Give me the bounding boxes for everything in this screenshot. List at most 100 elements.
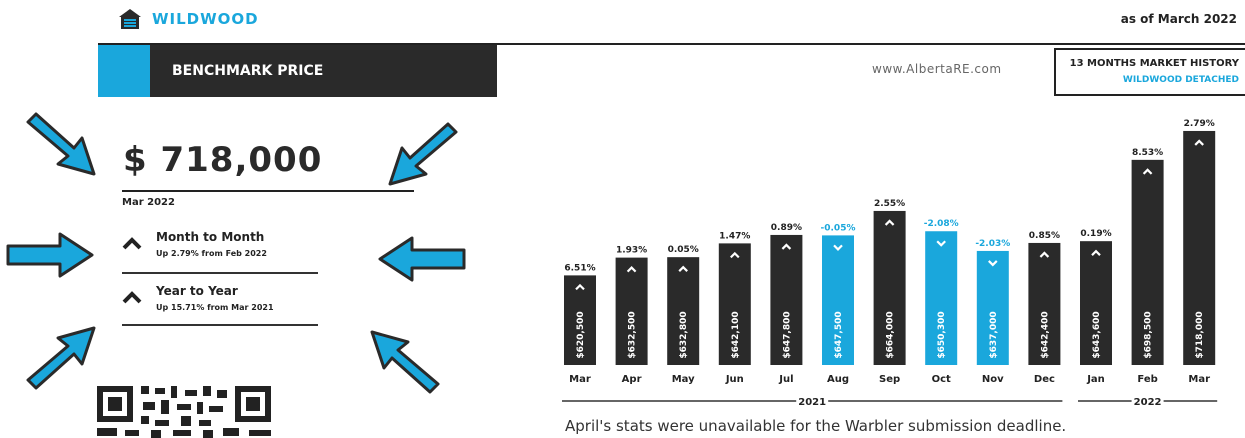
change-label: -0.05% bbox=[821, 223, 856, 233]
change-label: 6.51% bbox=[564, 263, 595, 273]
value-label: $642,400 bbox=[1040, 311, 1050, 358]
change-label: 0.19% bbox=[1080, 229, 1111, 239]
value-label: $718,000 bbox=[1195, 311, 1205, 358]
chart-bar bbox=[615, 257, 648, 365]
chevron-down-icon bbox=[988, 260, 998, 267]
chart-bar bbox=[925, 231, 958, 365]
arrow-icon bbox=[378, 236, 466, 282]
chart-bar bbox=[976, 250, 1009, 365]
chevron-up-icon bbox=[781, 243, 792, 250]
section-title: BENCHMARK PRICE bbox=[150, 45, 497, 97]
chevron-up-icon bbox=[1142, 168, 1153, 175]
value-label: $647,500 bbox=[834, 311, 844, 358]
year-group-label: 2022 bbox=[1134, 397, 1162, 408]
x-tick-label: Jun bbox=[725, 374, 744, 385]
value-label: $637,000 bbox=[989, 311, 999, 358]
month-to-month-detail: Up 2.79% from Feb 2022 bbox=[156, 249, 267, 258]
chevron-up-icon bbox=[884, 219, 895, 226]
chart-bar bbox=[718, 243, 751, 365]
year-to-year-detail: Up 15.71% from Mar 2021 bbox=[156, 303, 274, 312]
benchmark-price: $ 718,000 bbox=[123, 140, 323, 180]
chevron-up-icon bbox=[122, 291, 142, 304]
footnote: April's stats were unavailable for the W… bbox=[565, 417, 1067, 435]
chevron-up-icon bbox=[678, 265, 688, 272]
change-label: 0.05% bbox=[668, 245, 699, 255]
market-history-box: 13 MONTHS MARKET HISTORY WILDWOOD DETACH… bbox=[1054, 48, 1245, 96]
market-history-subtitle: WILDWOOD DETACHED bbox=[1122, 75, 1239, 85]
arrow-icon bbox=[6, 232, 94, 278]
chart-bar bbox=[770, 234, 803, 365]
change-label: 0.89% bbox=[771, 223, 802, 233]
change-label: 0.85% bbox=[1029, 231, 1060, 241]
as-of-date: as of March 2022 bbox=[1120, 12, 1237, 26]
chart-bar bbox=[873, 210, 906, 365]
x-tick-label: Mar bbox=[1188, 374, 1210, 385]
x-tick-label: Sep bbox=[879, 374, 900, 385]
change-label: 2.79% bbox=[1184, 119, 1215, 129]
chart-bar bbox=[1131, 159, 1164, 365]
chevron-down-icon bbox=[936, 240, 946, 247]
value-label: $632,800 bbox=[679, 311, 689, 358]
chevron-up-icon bbox=[626, 266, 637, 273]
brand-name: WILDWOOD bbox=[152, 10, 259, 28]
arrow-icon bbox=[26, 112, 96, 176]
x-tick-label: Jan bbox=[1086, 374, 1105, 385]
value-label: $650,300 bbox=[937, 311, 947, 358]
x-tick-label: Aug bbox=[827, 374, 849, 385]
change-label: 2.55% bbox=[874, 199, 905, 209]
chart-bar bbox=[1080, 241, 1112, 365]
chart-bar bbox=[1183, 130, 1216, 365]
chevron-up-icon bbox=[1194, 139, 1204, 146]
brand: WILDWOOD bbox=[118, 8, 259, 30]
chevron-up-icon bbox=[122, 237, 142, 250]
arrow-icon bbox=[388, 122, 458, 186]
qr-code-icon[interactable] bbox=[95, 382, 275, 438]
chart-bar bbox=[1028, 242, 1061, 365]
arrow-icon bbox=[370, 330, 440, 394]
stat-divider bbox=[122, 272, 318, 274]
price-divider bbox=[122, 190, 414, 192]
chevron-up-icon bbox=[1039, 251, 1050, 258]
website-link[interactable]: www.AlbertaRE.com bbox=[872, 62, 1002, 76]
chevron-up-icon bbox=[1091, 249, 1101, 256]
change-label: -2.03% bbox=[975, 239, 1010, 249]
x-tick-label: Oct bbox=[932, 374, 951, 385]
x-tick-label: Nov bbox=[982, 374, 1004, 385]
change-label: 1.47% bbox=[719, 231, 750, 241]
value-label: $698,500 bbox=[1144, 311, 1154, 358]
year-to-year-title: Year to Year bbox=[156, 284, 238, 298]
x-tick-label: Apr bbox=[622, 374, 642, 385]
chart-bar bbox=[564, 275, 596, 365]
change-label: -2.08% bbox=[924, 219, 959, 229]
chevron-up-icon bbox=[575, 283, 585, 291]
x-tick-label: Jul bbox=[778, 374, 793, 385]
x-tick-label: Feb bbox=[1137, 374, 1157, 385]
header-accent bbox=[98, 45, 150, 97]
value-label: $647,800 bbox=[782, 311, 792, 358]
chart-bar bbox=[822, 235, 854, 365]
x-tick-label: Mar bbox=[569, 374, 591, 385]
month-to-month-stat: Month to Month Up 2.79% from Feb 2022 bbox=[122, 230, 267, 258]
change-label: 1.93% bbox=[616, 246, 647, 256]
market-history-title: 13 MONTHS MARKET HISTORY bbox=[1069, 58, 1239, 69]
chevron-down-icon bbox=[833, 244, 843, 251]
value-label: $643,600 bbox=[1092, 311, 1102, 358]
value-label: $632,500 bbox=[628, 311, 638, 358]
market-history-chart: 6.51% $620,500 Mar 1.93% $632,500 Apr 0.05% $63… bbox=[562, 119, 1218, 408]
arrow-icon bbox=[26, 326, 96, 390]
price-date: Mar 2022 bbox=[122, 197, 175, 208]
value-label: $620,500 bbox=[576, 311, 586, 358]
value-label: $642,100 bbox=[731, 311, 741, 358]
change-label: 8.53% bbox=[1132, 148, 1163, 158]
chart-bar bbox=[667, 257, 700, 365]
month-to-month-title: Month to Month bbox=[156, 230, 265, 244]
stat-divider bbox=[122, 324, 318, 326]
year-to-year-stat: Year to Year Up 15.71% from Mar 2021 bbox=[122, 284, 274, 312]
header-divider bbox=[98, 43, 1245, 45]
x-tick-label: May bbox=[672, 374, 695, 385]
x-tick-label: Dec bbox=[1034, 374, 1055, 385]
chevron-up-icon bbox=[730, 251, 740, 259]
year-group-label: 2021 bbox=[798, 397, 826, 408]
value-label: $664,000 bbox=[886, 311, 896, 358]
house-icon bbox=[119, 9, 141, 29]
